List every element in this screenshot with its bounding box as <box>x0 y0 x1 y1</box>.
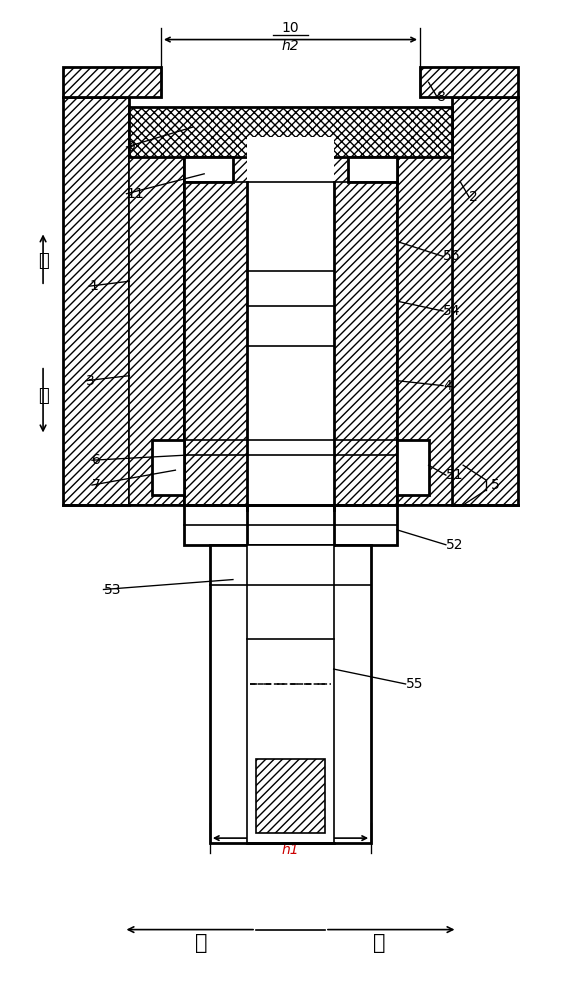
Text: 56: 56 <box>443 249 461 263</box>
Text: 右: 右 <box>374 933 386 953</box>
Text: 55: 55 <box>406 677 423 691</box>
Bar <box>152 440 184 495</box>
Polygon shape <box>420 67 518 97</box>
Text: 8: 8 <box>437 90 446 104</box>
Text: 2: 2 <box>469 190 478 204</box>
Text: 7: 7 <box>92 478 101 492</box>
Bar <box>256 759 325 833</box>
Bar <box>248 137 333 510</box>
Text: 10: 10 <box>282 21 299 35</box>
Text: h2: h2 <box>282 39 299 53</box>
Bar <box>348 157 397 182</box>
Polygon shape <box>63 97 130 505</box>
Text: 52: 52 <box>446 538 464 552</box>
Text: 54: 54 <box>443 304 461 318</box>
Text: 下: 下 <box>38 387 48 405</box>
Polygon shape <box>184 505 397 545</box>
Polygon shape <box>130 107 451 157</box>
Bar <box>210 545 371 843</box>
Polygon shape <box>184 157 397 505</box>
Text: 11: 11 <box>127 187 144 201</box>
Text: 4: 4 <box>443 379 452 393</box>
Text: 1: 1 <box>89 279 98 293</box>
Bar <box>348 157 397 182</box>
Polygon shape <box>451 97 518 505</box>
Text: 53: 53 <box>103 582 121 596</box>
Text: 9: 9 <box>127 140 135 154</box>
Text: 左: 左 <box>195 933 207 953</box>
Polygon shape <box>63 67 161 97</box>
Text: 51: 51 <box>446 468 464 482</box>
Text: 6: 6 <box>92 453 101 467</box>
Bar <box>248 545 333 843</box>
Polygon shape <box>130 157 184 505</box>
Text: 3: 3 <box>86 374 95 388</box>
Bar <box>184 157 233 182</box>
Text: 上: 上 <box>38 252 48 270</box>
Bar <box>184 157 233 182</box>
Polygon shape <box>397 157 451 505</box>
Bar <box>397 440 429 495</box>
Text: 5: 5 <box>491 478 500 492</box>
Text: h1: h1 <box>282 843 299 857</box>
